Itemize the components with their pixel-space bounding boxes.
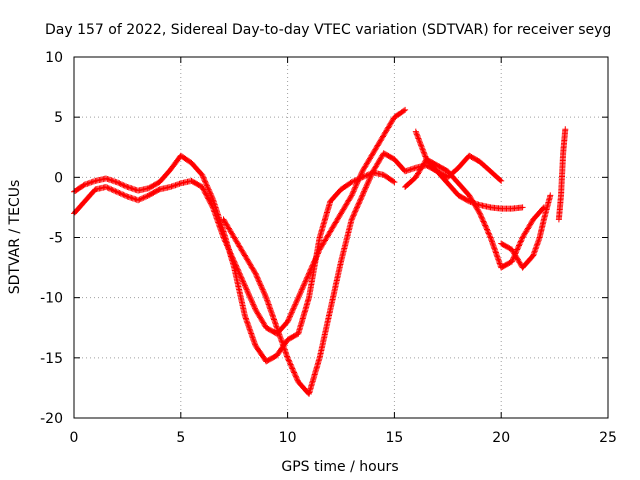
x-tick-label: 25 xyxy=(599,430,617,446)
y-tick-label: -5 xyxy=(49,231,63,247)
x-tick-label: 20 xyxy=(492,430,510,446)
y-tick-label: 0 xyxy=(54,170,63,186)
plot-frame xyxy=(73,56,609,419)
series-track-3 xyxy=(220,150,505,397)
x-tick-label: 0 xyxy=(70,430,79,446)
y-tick-label: 10 xyxy=(45,50,63,66)
series-track-7 xyxy=(555,126,569,223)
series-track-5 xyxy=(412,128,526,212)
series-markers xyxy=(220,150,505,397)
series-track-4 xyxy=(402,156,547,271)
y-tick-label: -20 xyxy=(40,411,63,427)
series-layer xyxy=(71,106,569,397)
x-tick-label: 15 xyxy=(385,430,403,446)
x-tick-label: 5 xyxy=(176,430,185,446)
x-axis-label: GPS time / hours xyxy=(281,459,398,475)
y-tick-label: -15 xyxy=(40,351,63,367)
chart-title: Day 157 of 2022, Sidereal Day-to-day VTE… xyxy=(45,22,611,38)
y-tick-label: 5 xyxy=(54,110,63,126)
series-track-6 xyxy=(498,192,554,271)
x-tick-label: 10 xyxy=(279,430,297,446)
y-tick-label: -10 xyxy=(40,291,63,307)
grid-lines xyxy=(74,57,608,418)
series-markers xyxy=(555,126,569,223)
y-axis-label: SDTVAR / TECUs xyxy=(7,180,23,295)
series-markers xyxy=(498,192,554,271)
series-markers xyxy=(412,128,526,212)
axis-ticks: 0 5 10 15 20 25 -20 -15 -10 -5 0 5 10 xyxy=(40,50,617,446)
series-markers xyxy=(402,156,547,271)
